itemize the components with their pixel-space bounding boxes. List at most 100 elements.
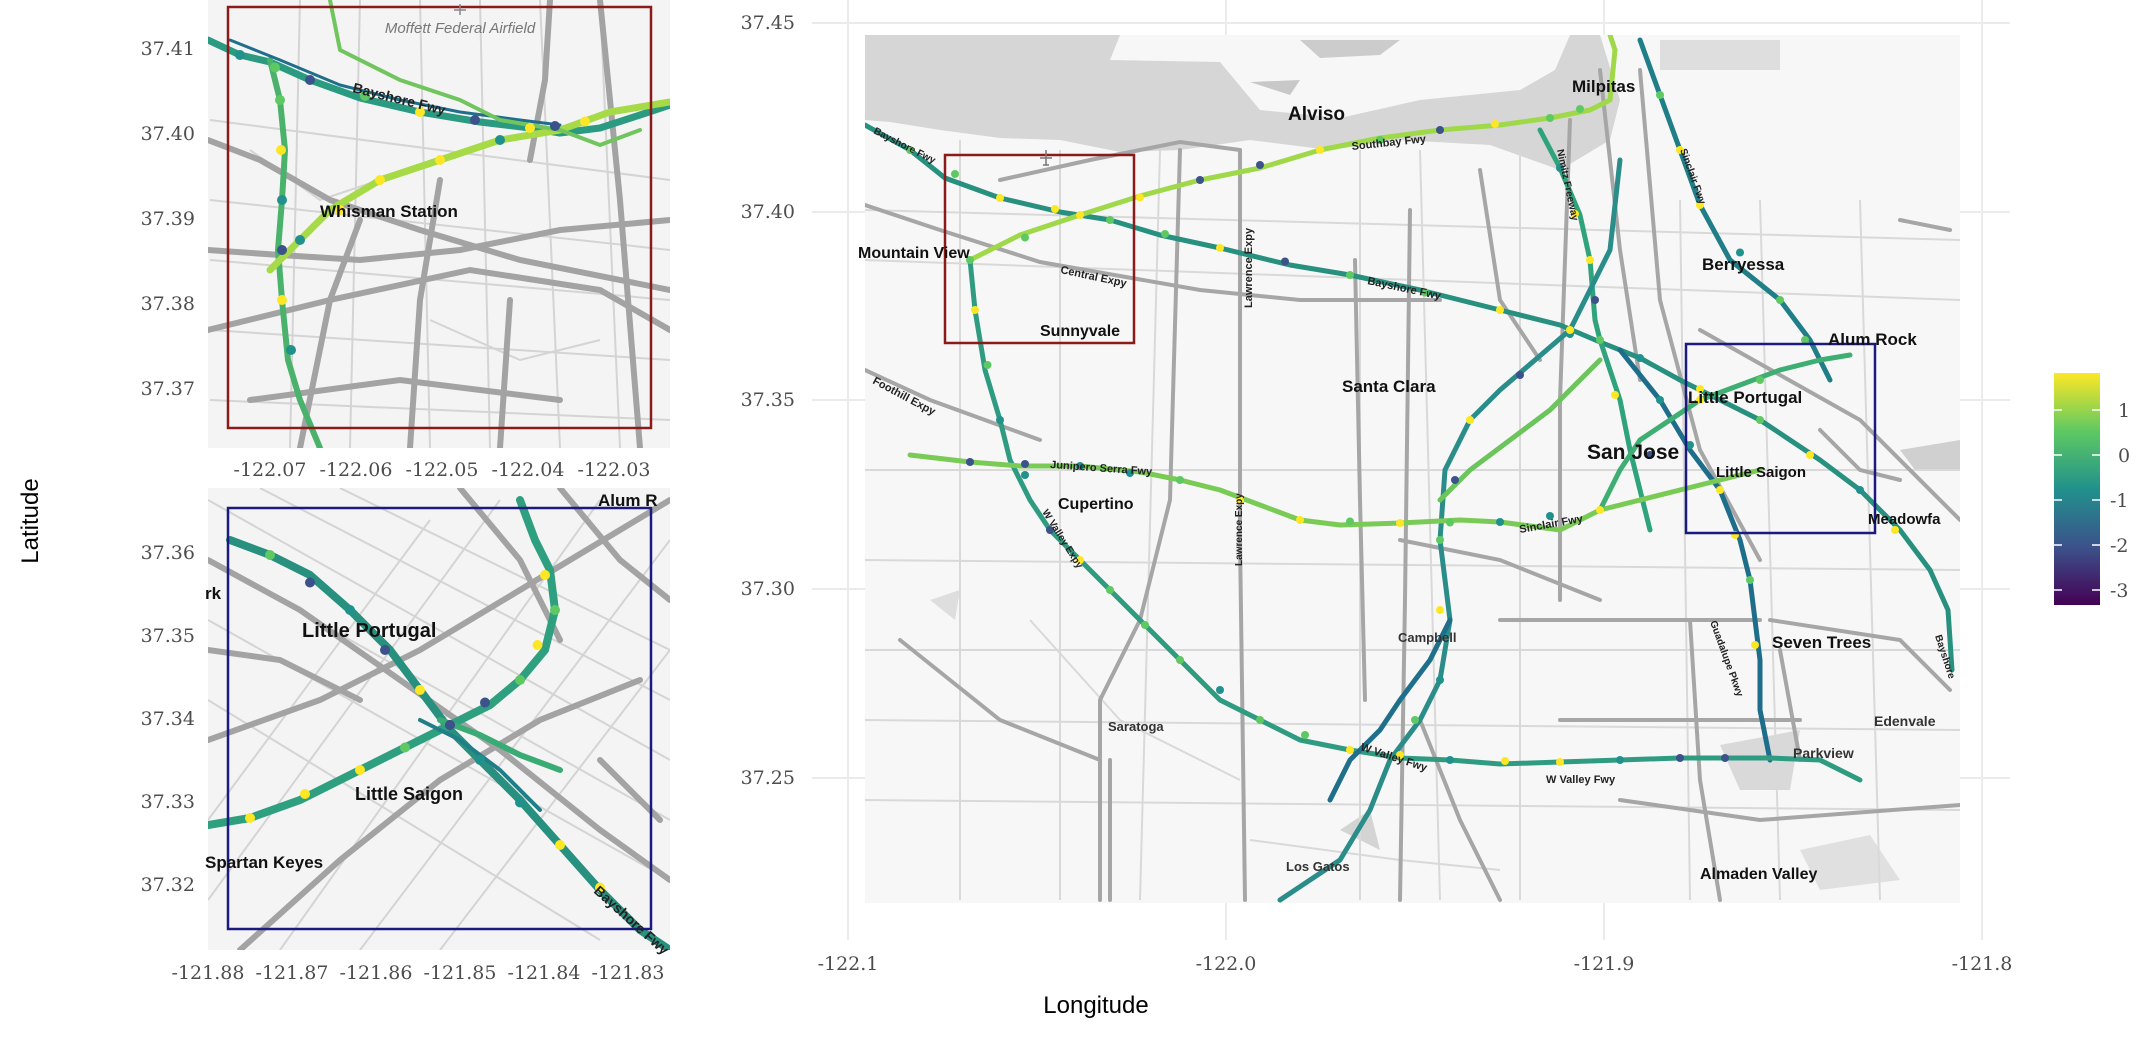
sensor-point xyxy=(475,755,485,765)
sensor-point xyxy=(1346,271,1354,279)
sensor-point xyxy=(415,685,425,695)
main-y-tick: 37.45 xyxy=(741,12,795,34)
sensor-point xyxy=(1346,517,1354,526)
sensor-point xyxy=(1316,146,1324,154)
sensor-point xyxy=(1656,396,1664,404)
inset-bottom-x-tick: -121.85 xyxy=(424,962,497,984)
sensor-point xyxy=(1446,756,1454,764)
inset-bottom-x-tick: -121.83 xyxy=(592,962,665,984)
sensor-point xyxy=(1716,486,1724,494)
sensor-point xyxy=(550,605,560,615)
road-lawrence-expy-2: Lawrence Expy xyxy=(1234,493,1245,566)
main-x-tick: -121.9 xyxy=(1574,953,1635,975)
place-campbell: Campbell xyxy=(1398,630,1457,645)
place-parkview: Parkview xyxy=(1793,745,1854,761)
place-alum-rock-inset: Alum R xyxy=(598,491,658,510)
main-place-labels: Alviso Milpitas Mountain View Sunnyvale … xyxy=(858,77,1941,883)
sensor-point xyxy=(305,577,315,588)
legend-tick: 1 xyxy=(2118,400,2130,422)
inset-bottom-y-tick: 37.33 xyxy=(141,791,195,813)
sensor-point xyxy=(495,135,505,145)
sensor-point xyxy=(265,550,275,560)
sensor-point xyxy=(951,170,959,178)
sensor-point xyxy=(525,123,535,133)
sensor-point xyxy=(1021,471,1029,479)
inset-top-x-tick: -122.06 xyxy=(320,459,393,481)
main-y-tick: 37.40 xyxy=(741,201,795,223)
sensor-point xyxy=(1576,105,1584,113)
bottom-sensor-points xyxy=(245,550,605,893)
sensor-point xyxy=(295,235,305,245)
sensor-point xyxy=(1421,288,1429,297)
sensor-point xyxy=(277,195,287,205)
colorbar xyxy=(2054,373,2100,605)
sensor-point xyxy=(550,121,560,131)
place-little-portugal: Little Portugal xyxy=(1688,388,1802,407)
sensor-point xyxy=(983,361,992,369)
place-alum-rock: Alum Rock xyxy=(1828,330,1917,349)
sensor-point xyxy=(1636,354,1644,362)
sensor-point xyxy=(1411,716,1419,724)
inset-bottom-panel: Little Portugal Little Saigon Spartan Ke… xyxy=(141,488,672,984)
sensor-point xyxy=(1076,462,1084,470)
sensor-point xyxy=(966,256,974,264)
sensor-point xyxy=(966,458,974,466)
place-santa-clara: Santa Clara xyxy=(1342,377,1436,396)
sensor-point xyxy=(380,645,390,655)
sensor-point xyxy=(1436,676,1444,684)
sensor-point xyxy=(445,720,455,730)
sensor-point xyxy=(275,95,285,105)
place-milpitas: Milpitas xyxy=(1572,77,1635,96)
sensor-point xyxy=(1176,656,1184,664)
inset-bottom-x-tick: -121.84 xyxy=(508,962,581,984)
sensor-point xyxy=(480,697,490,708)
airfield-label: Moffett Federal Airfield xyxy=(385,20,536,37)
sensor-point xyxy=(1736,248,1744,257)
sensor-point xyxy=(235,50,245,60)
sensor-point xyxy=(1756,376,1764,384)
sensor-point xyxy=(1546,512,1554,520)
sensor-point xyxy=(1236,496,1244,504)
sensor-point xyxy=(1501,757,1509,765)
airport-icon xyxy=(454,4,466,15)
main-x-tick: -121.8 xyxy=(1952,953,2013,975)
sensor-point xyxy=(470,115,480,125)
place-saratoga: Saratoga xyxy=(1108,719,1164,734)
sensor-point xyxy=(1746,576,1754,584)
sensor-point xyxy=(1301,731,1309,739)
main-x-tick: -122.1 xyxy=(818,953,879,975)
sensor-point xyxy=(1256,716,1264,724)
main-map-panel: Alviso Milpitas Mountain View Sunnyvale … xyxy=(741,0,2013,975)
sensor-point xyxy=(515,675,525,685)
inset-bottom-y-tick: 37.35 xyxy=(141,625,195,647)
place-whisman-station: Whisman Station xyxy=(320,202,458,221)
sensor-point xyxy=(1566,326,1574,334)
sensor-point xyxy=(1296,516,1304,524)
place-spartan-keyes: Spartan Keyes xyxy=(205,853,323,872)
sensor-point xyxy=(435,155,445,165)
sensor-point xyxy=(1676,754,1684,762)
sensor-point xyxy=(245,813,255,823)
place-rk: rk xyxy=(205,584,222,603)
sensor-point xyxy=(1446,518,1454,527)
inset-top-y-tick: 37.41 xyxy=(141,38,195,60)
sensor-point xyxy=(532,640,543,650)
sensor-point xyxy=(415,107,425,117)
sensor-point xyxy=(1141,621,1149,629)
x-axis-title: Longitude xyxy=(1043,992,1148,1019)
sensor-point xyxy=(515,797,525,808)
sensor-point xyxy=(1516,371,1524,379)
sensor-point xyxy=(1281,257,1289,266)
sensor-point xyxy=(1076,556,1084,564)
sensor-point xyxy=(277,295,287,305)
place-little-saigon-inset: Little Saigon xyxy=(355,784,463,804)
main-y-tick: 37.35 xyxy=(741,389,795,411)
sensor-point xyxy=(1436,536,1444,544)
sensor-point xyxy=(1046,526,1054,534)
inset-top-frame xyxy=(226,5,653,430)
road-lawrence-expy: Lawrence Expy xyxy=(1243,227,1255,308)
sensor-point xyxy=(1591,296,1599,304)
inset-bottom-x-tick: -121.87 xyxy=(256,962,329,984)
main-y-tick: 37.25 xyxy=(741,767,795,789)
sensor-point xyxy=(1656,91,1664,99)
